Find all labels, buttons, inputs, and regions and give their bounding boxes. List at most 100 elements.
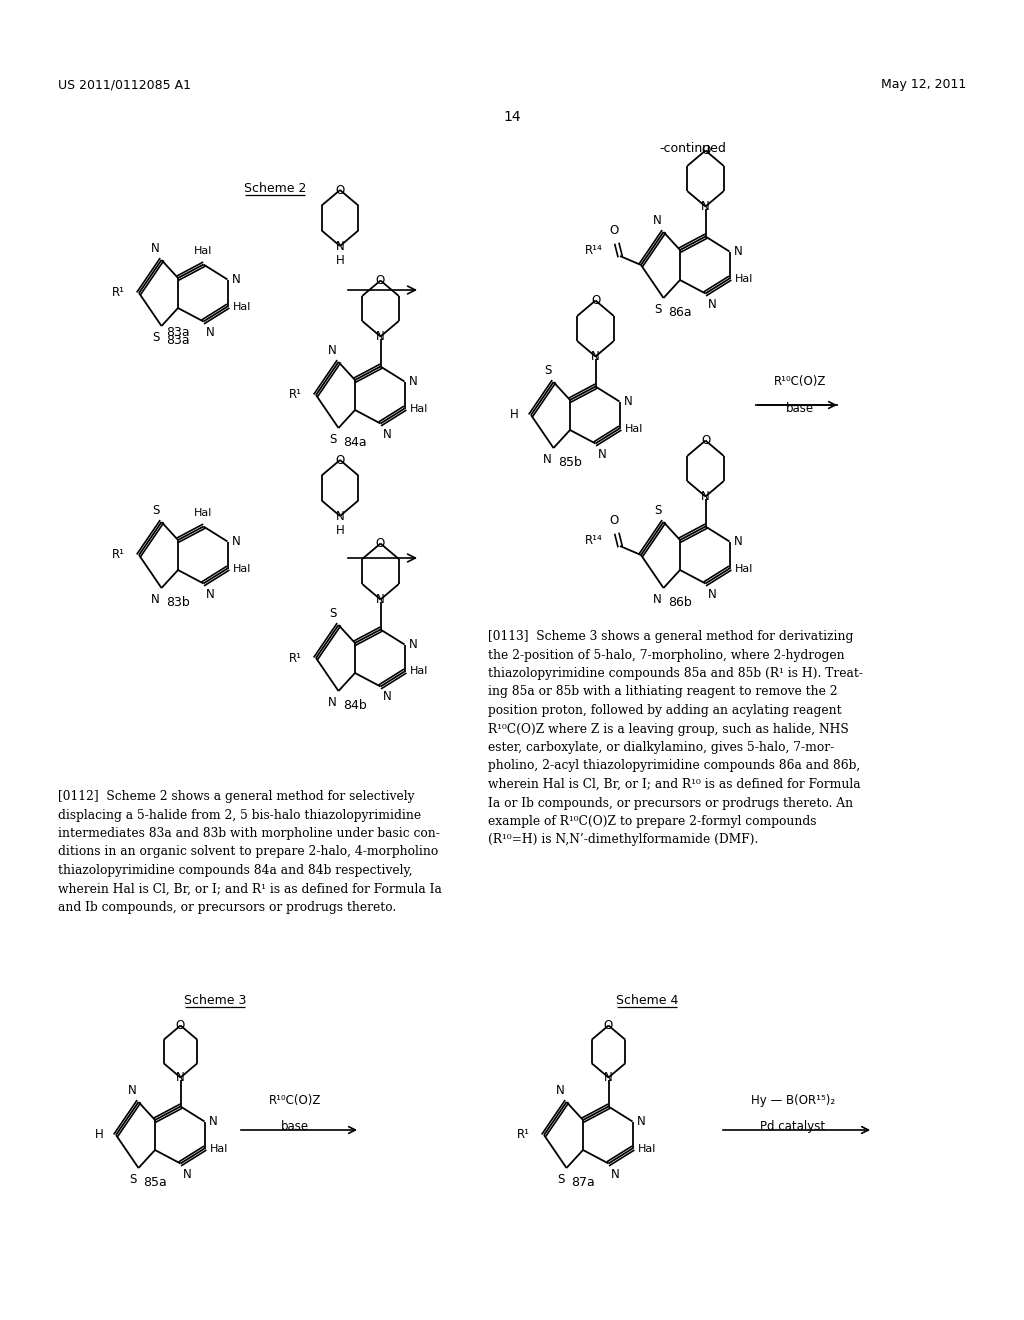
Text: N: N <box>206 326 214 338</box>
Text: R¹⁴: R¹⁴ <box>586 533 603 546</box>
Text: Hal: Hal <box>734 564 753 573</box>
Text: O: O <box>700 434 710 447</box>
Text: N: N <box>708 297 716 310</box>
Text: H: H <box>336 524 344 536</box>
Text: N: N <box>733 535 742 548</box>
Text: N: N <box>231 535 241 548</box>
Text: Hal: Hal <box>195 508 213 519</box>
Text: N: N <box>182 1167 191 1180</box>
Text: N: N <box>383 428 391 441</box>
Text: base: base <box>281 1119 309 1133</box>
Text: N: N <box>328 696 337 709</box>
Text: R¹: R¹ <box>517 1129 530 1142</box>
Text: S: S <box>557 1173 564 1185</box>
Text: O: O <box>700 144 710 157</box>
Text: May 12, 2011: May 12, 2011 <box>881 78 966 91</box>
Text: Hal: Hal <box>410 667 428 676</box>
Text: 85b: 85b <box>558 455 582 469</box>
Text: O: O <box>336 454 345 466</box>
Text: R¹: R¹ <box>112 549 125 561</box>
Text: N: N <box>701 490 710 503</box>
Text: N: N <box>733 246 742 257</box>
Text: N: N <box>652 593 662 606</box>
Text: N: N <box>409 375 417 388</box>
Text: S: S <box>129 1173 136 1185</box>
Text: N: N <box>409 638 417 651</box>
Text: 83a: 83a <box>166 326 189 339</box>
Text: [0112]  Scheme 2 shows a general method for selectively
displacing a 5-halide fr: [0112] Scheme 2 shows a general method f… <box>58 789 442 913</box>
Text: N: N <box>231 273 241 286</box>
Text: 86a: 86a <box>669 306 692 319</box>
Text: 86b: 86b <box>668 597 692 609</box>
Text: Scheme 3: Scheme 3 <box>184 994 246 1006</box>
Text: N: N <box>637 1115 645 1129</box>
Text: 84a: 84a <box>343 436 367 449</box>
Text: Hal: Hal <box>195 247 213 256</box>
Text: N: N <box>624 395 632 408</box>
Text: Scheme 4: Scheme 4 <box>615 994 678 1006</box>
Text: 83a: 83a <box>166 334 189 347</box>
Text: N: N <box>543 453 552 466</box>
Text: O: O <box>604 1019 613 1032</box>
Text: [0113]  Scheme 3 shows a general method for derivatizing
the 2-position of 5-hal: [0113] Scheme 3 shows a general method f… <box>488 630 863 846</box>
Text: Hal: Hal <box>625 424 643 433</box>
Text: O: O <box>609 224 618 238</box>
Text: S: S <box>544 364 552 378</box>
Text: N: N <box>151 593 160 606</box>
Text: S: S <box>654 504 662 517</box>
Text: N: N <box>151 242 160 255</box>
Text: 87a: 87a <box>571 1176 595 1189</box>
Text: R¹⁴: R¹⁴ <box>586 243 603 256</box>
Text: N: N <box>383 690 391 704</box>
Text: R¹⁰C(O)Z: R¹⁰C(O)Z <box>269 1094 322 1107</box>
Text: N: N <box>591 350 600 363</box>
Text: N: N <box>336 510 344 523</box>
Text: N: N <box>206 587 214 601</box>
Text: R¹⁰C(O)Z: R¹⁰C(O)Z <box>774 375 826 388</box>
Text: H: H <box>95 1129 104 1142</box>
Text: N: N <box>701 201 710 213</box>
Text: N: N <box>376 593 385 606</box>
Text: N: N <box>336 239 344 252</box>
Text: Hal: Hal <box>232 301 251 312</box>
Text: S: S <box>329 433 337 446</box>
Text: S: S <box>329 607 337 620</box>
Text: N: N <box>708 587 716 601</box>
Text: 85a: 85a <box>143 1176 167 1189</box>
Text: Hal: Hal <box>232 564 251 573</box>
Text: S: S <box>654 304 662 315</box>
Text: 83b: 83b <box>166 597 189 609</box>
Text: -continued: -continued <box>659 141 726 154</box>
Text: O: O <box>376 275 385 286</box>
Text: Hal: Hal <box>410 404 428 413</box>
Text: Hal: Hal <box>210 1143 228 1154</box>
Text: N: N <box>176 1071 185 1084</box>
Text: O: O <box>176 1019 185 1032</box>
Text: R¹: R¹ <box>289 652 302 664</box>
Text: N: N <box>604 1071 613 1084</box>
Text: base: base <box>786 403 814 414</box>
Text: R¹: R¹ <box>112 286 125 300</box>
Text: N: N <box>209 1115 217 1129</box>
Text: O: O <box>336 183 345 197</box>
Text: O: O <box>609 513 618 527</box>
Text: S: S <box>153 504 160 517</box>
Text: O: O <box>591 294 600 308</box>
Text: Pd catalyst: Pd catalyst <box>761 1119 825 1133</box>
Text: 14: 14 <box>503 110 521 124</box>
Text: N: N <box>556 1084 564 1097</box>
Text: Scheme 2: Scheme 2 <box>244 181 306 194</box>
Text: N: N <box>652 214 662 227</box>
Text: Hal: Hal <box>734 273 753 284</box>
Text: H: H <box>336 253 344 267</box>
Text: 84b: 84b <box>343 700 367 711</box>
Text: N: N <box>610 1167 620 1180</box>
Text: R¹: R¹ <box>289 388 302 401</box>
Text: N: N <box>328 345 337 356</box>
Text: H: H <box>510 408 519 421</box>
Text: O: O <box>376 537 385 550</box>
Text: N: N <box>128 1084 136 1097</box>
Text: N: N <box>597 447 606 461</box>
Text: S: S <box>153 331 160 345</box>
Text: Hy — B(OR¹⁵)₂: Hy — B(OR¹⁵)₂ <box>751 1094 835 1107</box>
